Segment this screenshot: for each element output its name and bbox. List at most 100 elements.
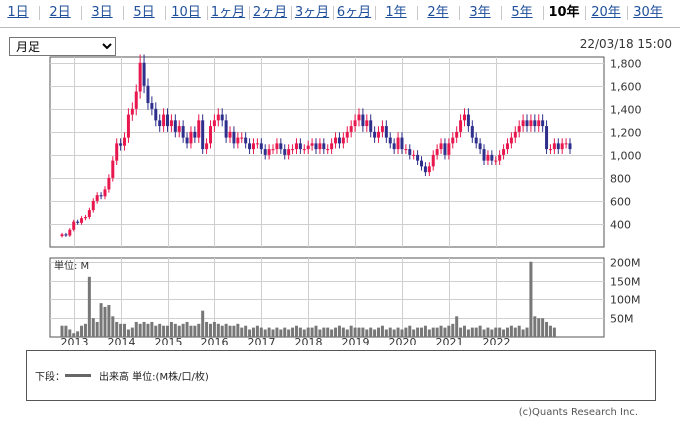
volume-bar	[494, 327, 498, 337]
volume-bar	[91, 318, 95, 337]
tab-7[interactable]: 3ヶ月	[294, 5, 330, 20]
candle-body	[369, 120, 373, 132]
price-panel-frame	[49, 56, 605, 248]
tab-separator	[501, 6, 502, 20]
candle-body	[150, 103, 154, 109]
candle-body	[126, 114, 130, 138]
volume-bar	[197, 323, 201, 337]
volume-bar	[474, 327, 478, 337]
tab-separator	[165, 6, 166, 20]
tab-1[interactable]: 2日	[49, 5, 71, 20]
candle-body	[470, 126, 474, 138]
candle-body	[380, 126, 384, 132]
volume-bar	[111, 316, 115, 337]
candle-body	[322, 143, 326, 150]
candle-body	[353, 120, 357, 127]
candle-body	[537, 120, 541, 127]
volume-bar	[298, 327, 302, 337]
tab-5[interactable]: 1ヶ月	[210, 5, 246, 20]
tab-11[interactable]: 3年	[469, 5, 491, 20]
candle-body	[193, 131, 197, 138]
candle-body	[545, 126, 549, 150]
tab-14[interactable]: 20年	[591, 5, 621, 20]
candle-body	[334, 137, 338, 144]
tab-2[interactable]: 3日	[91, 5, 113, 20]
tab-0[interactable]: 1日	[7, 5, 29, 20]
volume-bar	[173, 323, 177, 337]
candle-body	[267, 149, 271, 155]
tab-6[interactable]: 2ヶ月	[252, 5, 288, 20]
candle-body	[91, 200, 95, 211]
volume-y-tick-label: 150M	[610, 276, 641, 289]
tab-8[interactable]: 6ヶ月	[336, 5, 372, 20]
volume-bar	[169, 321, 173, 337]
volume-bar	[545, 321, 549, 337]
volume-bar	[404, 327, 408, 337]
x-tick-label: 2017	[248, 336, 276, 345]
candle-body	[80, 218, 84, 223]
tab-9[interactable]: 1年	[385, 5, 407, 20]
volume-bar	[126, 329, 130, 337]
tab-13[interactable]: 10年	[548, 5, 580, 20]
candle-body	[533, 120, 537, 127]
legend-box: 下段： 出来高 単位:(M株/口/枚)	[26, 350, 656, 401]
tab-15[interactable]: 30年	[633, 5, 663, 20]
volume-bar	[275, 327, 279, 337]
last-updated-timestamp: 22/03/18 15:00	[579, 37, 672, 51]
price-y-tick-label: 400	[610, 219, 631, 232]
candle-body	[502, 149, 506, 155]
volume-bar	[302, 329, 306, 337]
volume-bar	[502, 329, 506, 337]
volume-bar	[185, 321, 189, 337]
volume-y-tick-label: 200M	[610, 257, 641, 270]
volume-bar	[416, 327, 420, 337]
candle-body	[119, 143, 123, 146]
candle-body	[357, 114, 361, 121]
x-tick-label: 2018	[295, 336, 323, 345]
candle-body	[72, 221, 76, 230]
candle-body	[427, 166, 431, 173]
candle-body	[87, 210, 91, 218]
volume-bar	[134, 321, 138, 337]
volume-bar	[505, 327, 509, 337]
volume-bar	[220, 325, 224, 337]
tab-4[interactable]: 10日	[171, 5, 201, 20]
candle-body	[103, 189, 107, 197]
volume-bar	[552, 327, 556, 337]
tab-12[interactable]: 5年	[511, 5, 533, 20]
candle-body	[408, 149, 412, 155]
volume-bar	[72, 333, 76, 337]
volume-bar	[462, 325, 466, 337]
candle-body	[185, 137, 189, 144]
candle-body	[326, 149, 330, 151]
volume-bar	[60, 325, 64, 337]
candle-body	[478, 143, 482, 150]
volume-bar	[205, 321, 209, 337]
tab-separator	[207, 6, 208, 20]
volume-bar	[330, 329, 334, 337]
tab-3[interactable]: 5日	[133, 5, 155, 20]
price-y-tick-label: 1,200	[610, 127, 642, 140]
candle-body	[138, 62, 142, 92]
volume-bar	[451, 323, 455, 337]
volume-bar	[224, 323, 228, 337]
candle-body	[494, 160, 498, 162]
volume-bar	[76, 331, 80, 337]
volume-bar	[314, 325, 318, 337]
volume-bar	[490, 329, 494, 337]
tab-10[interactable]: 2年	[427, 5, 449, 20]
candle-period-select[interactable]: 月足	[9, 37, 116, 56]
volume-bar	[138, 323, 142, 337]
candle-body	[490, 154, 494, 161]
candle-body	[373, 131, 377, 138]
candle-body	[76, 221, 80, 223]
volume-bar	[283, 327, 287, 337]
volume-bar	[251, 327, 255, 337]
candle-body	[208, 126, 212, 144]
volume-bar	[455, 316, 459, 337]
volume-bar	[119, 323, 123, 337]
candle-body	[349, 126, 353, 132]
candle-body	[216, 114, 220, 121]
candle-body	[130, 108, 134, 115]
candle-body	[169, 120, 173, 127]
